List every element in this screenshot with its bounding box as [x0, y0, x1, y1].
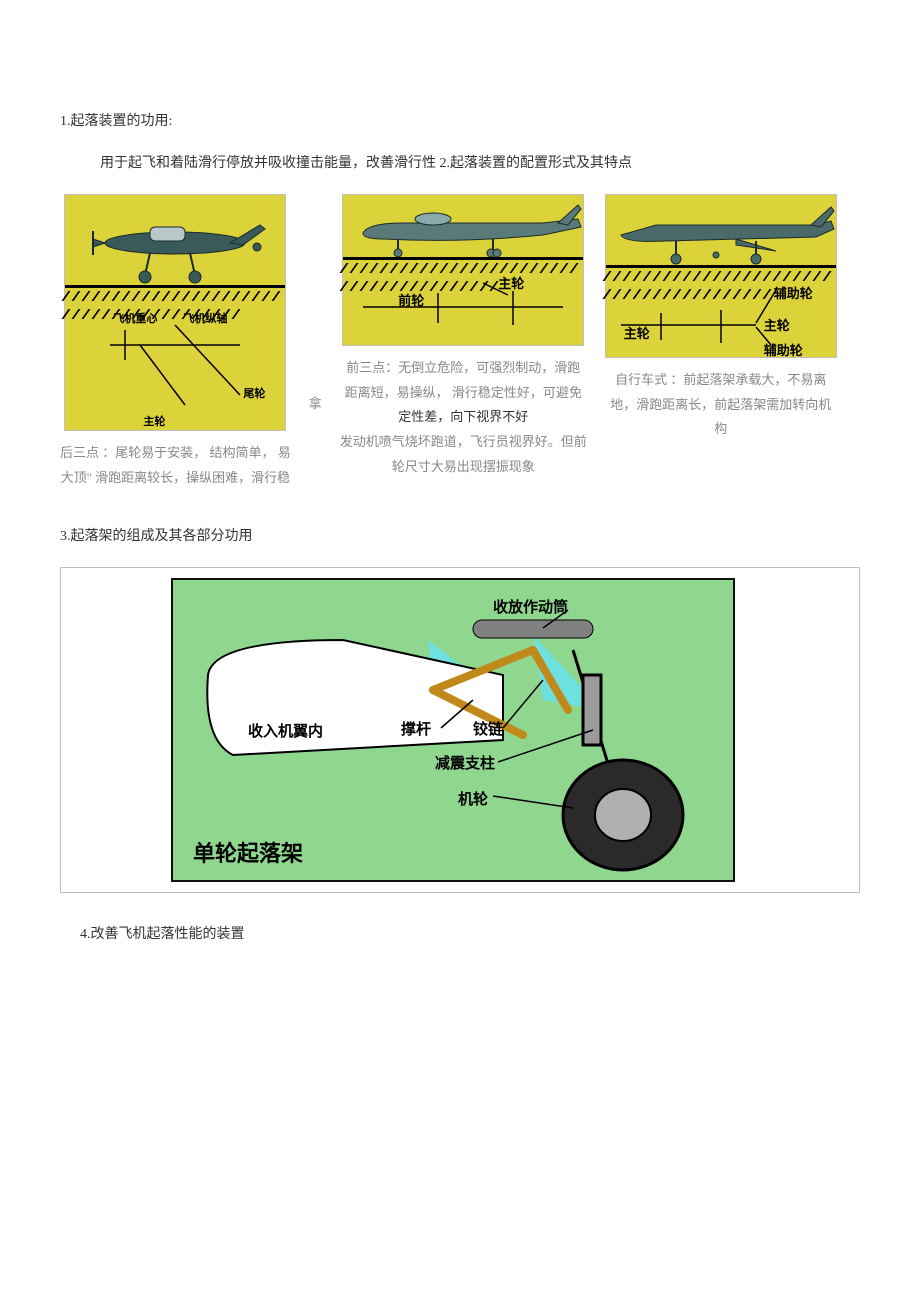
figure-2-label-main: 主轮: [498, 273, 524, 292]
figure-2-label-nose: 前轮: [398, 290, 424, 309]
figure-2-caption-line-2: 距离短，易操纵， 滑行稳定性好，可避免: [340, 381, 587, 406]
figure-3-diagram: 辅助轮 主轮 主轮 辅助轮: [605, 194, 837, 358]
figure-3-label-aux-top: 辅助轮: [774, 283, 813, 302]
figure-3-caption: 自行车式 ：前起落架承载大，不易离 地，滑跑距离长，前起落架需加转向机 构: [610, 368, 831, 442]
figure-4-label-wing: 收入机翼内: [248, 720, 323, 741]
figure-4-label-actuator: 收放作动筒: [493, 596, 568, 617]
figure-2-caption: 前三点：无倒立危险，可强烈制动，滑跑 距离短，易操纵， 滑行稳定性好，可避免 定…: [340, 356, 587, 479]
figure-2-column: 前轮 主轮 前三点：无倒立危险，可强烈制动，滑跑 距离短，易操纵， 滑行稳定性好…: [340, 194, 587, 479]
figure-3-caption-line-1: 自行车式 ：前起落架承载大，不易离: [610, 368, 831, 393]
figure-2-ground-hatch: [343, 260, 583, 270]
figure-1-caption-line-1: 后三点 ：尾轮易于安装， 结构简单， 易: [60, 441, 291, 466]
figure-3-caption-line-3: 构: [610, 417, 831, 442]
figure-3-caption-line-2: 地，滑跑距离长，前起落架需加转向机: [610, 393, 831, 418]
figure-4-label-hinge: 铰链: [473, 718, 503, 739]
section-3-heading: 3.起落架的组成及其各部分功用: [60, 525, 860, 545]
figure-1-ground-hatch: [65, 288, 285, 298]
figure-4-label-shock: 减震支柱: [435, 752, 495, 773]
figure-1-label-main: 主轮: [143, 413, 165, 429]
section-1-body: 用于起飞和着陆滑行停放并吸收撞击能量，改善滑行性 2.起落装置的配置形式及其特点: [100, 152, 860, 172]
figure-1-label-cg: 飞机重心: [113, 310, 157, 326]
figure-3-label-main-r: 主轮: [764, 315, 790, 334]
figure-1-diagram: 飞机重心 飞机纵轴 尾轮 主轮: [64, 194, 286, 431]
figure-4-title: 单轮起落架: [193, 836, 303, 868]
figure-4-label-strutbar: 撑杆: [401, 718, 431, 739]
document-page: 1.起落装置的功用: 用于起飞和着陆滑行停放并吸收撞击能量，改善滑行性 2.起落…: [0, 0, 920, 1025]
figure-3-label-aux-bot: 辅助轮: [764, 340, 803, 359]
figure-1-label-axis: 飞机纵轴: [183, 310, 227, 326]
figure-2-caption-line-3: 定性差，向下视界不好: [340, 405, 587, 430]
figure-1-caption: 后三点 ：尾轮易于安装， 结构简单， 易 大顶" 滑跑距离较长，操纵困难，滑行稳: [60, 441, 291, 490]
figure-4-diagram: 收放作动筒 收入机翼内 撑杆 铰链 减震支柱 机轮 单轮起落架: [171, 578, 735, 882]
figure-3-ground-hatch: [606, 268, 836, 278]
overlap-char-1: 拿: [309, 393, 322, 412]
figure-4-label-wheel: 机轮: [458, 788, 488, 809]
figure-1-label-tail: 尾轮: [243, 385, 265, 401]
figure-row: 飞机重心 飞机纵轴 尾轮 主轮 后三点 ：尾轮易于安装， 结构简单， 易 大顶"…: [60, 194, 860, 490]
figure-2-caption-line-1: 前三点：无倒立危险，可强烈制动，滑跑: [340, 356, 587, 381]
figure-2-diagram: 前轮 主轮: [342, 194, 584, 346]
section-1-heading: 1.起落装置的功用:: [60, 110, 860, 130]
figure-1-column: 飞机重心 飞机纵轴 尾轮 主轮 后三点 ：尾轮易于安装， 结构简单， 易 大顶"…: [60, 194, 291, 490]
section-4-heading: 4.改善飞机起落性能的装置: [80, 923, 860, 943]
figure-3-column: 辅助轮 主轮 主轮 辅助轮 自行车式 ：前起落架承载大，不易离 地，滑跑距离长，…: [605, 194, 837, 442]
figure-2-caption-line-4: 发动机喷气烧坏跑道，飞行员视界好。但前: [340, 430, 587, 455]
figure-1-caption-line-2: 大顶" 滑跑距离较长，操纵困难，滑行稳: [60, 466, 291, 491]
figure-4-frame: 收放作动筒 收入机翼内 撑杆 铰链 减震支柱 机轮 单轮起落架: [60, 567, 860, 893]
figure-3-label-main-l: 主轮: [624, 323, 650, 342]
figure-2-caption-line-5: 轮尺寸大易出现摆振现象: [340, 455, 587, 480]
